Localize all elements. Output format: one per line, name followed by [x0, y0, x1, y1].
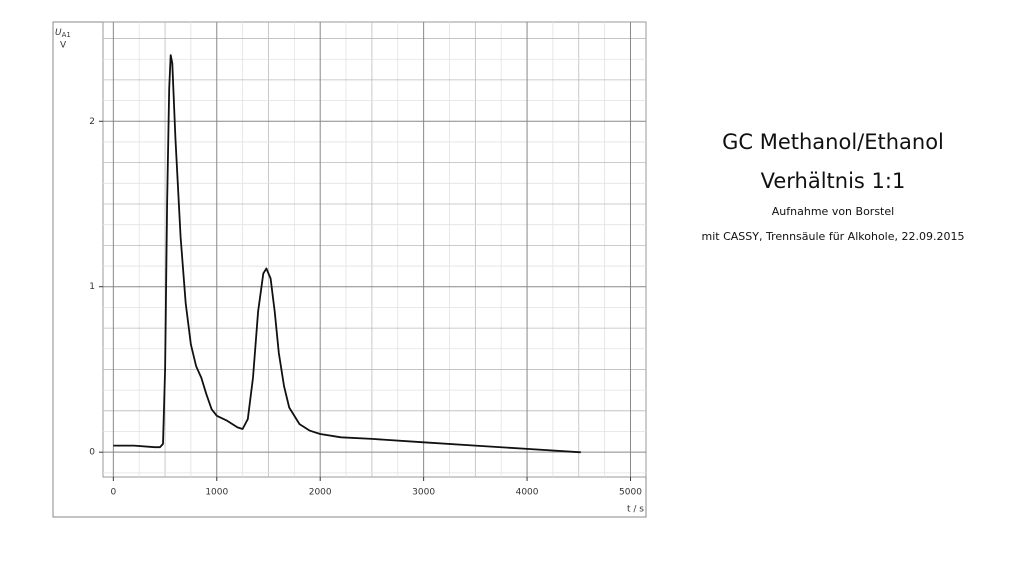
plot-area [102, 21, 647, 478]
x-axis-label: t / s [627, 505, 644, 515]
y-unit: V [60, 41, 67, 51]
title: GC Methanol/Ethanol [722, 130, 944, 154]
x-tick-label: 5000 [619, 488, 642, 498]
y-tick-label: 0 [89, 448, 95, 458]
annotation: Aufnahme von Borstel [772, 205, 894, 218]
x-tick-label: 0 [110, 488, 116, 498]
annotation: mit CASSY, Trennsäule für Alkohole, 22.0… [702, 230, 965, 243]
data-line [113, 54, 581, 454]
y-label-symbol: U [55, 28, 62, 38]
subtitle: Verhältnis 1:1 [761, 169, 906, 193]
x-tick-label: 3000 [412, 488, 435, 498]
x-tick-label: 2000 [309, 488, 332, 498]
y-label-subscript: A1 [62, 31, 71, 39]
y-tick-label: 1 [89, 282, 95, 292]
y-axis-label: UA1 [55, 28, 71, 40]
y-tick-label: 2 [89, 117, 95, 127]
x-tick-label: 1000 [205, 488, 228, 498]
x-tick-label: 4000 [516, 488, 539, 498]
